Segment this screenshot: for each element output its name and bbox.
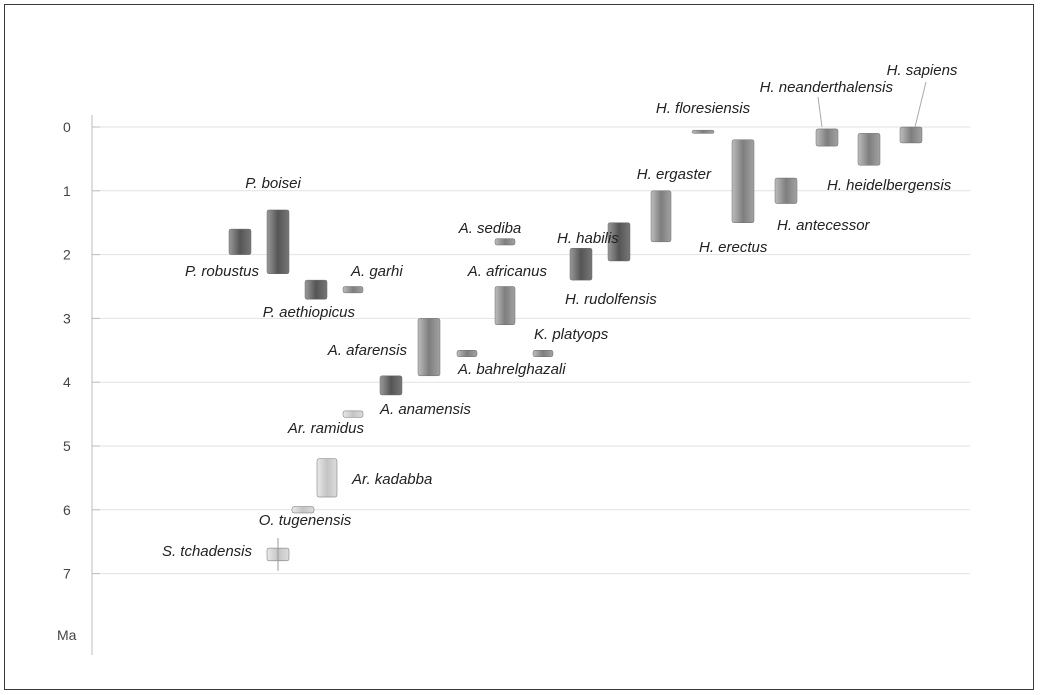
taxon-label-h-antecessor: H. antecessor [777, 217, 871, 234]
taxon-label-a-bahrelghazali: A. bahrelghazali [457, 361, 566, 378]
taxon-label-h-ergaster: H. ergaster [637, 166, 712, 183]
y-axis-unit-label: Ma [57, 627, 77, 643]
taxon-label-p-aethiopicus: P. aethiopicus [263, 304, 356, 321]
range-bar-h-erectus [731, 139, 755, 223]
chart-frame [4, 4, 1034, 690]
y-tick-label-0: 0 [63, 119, 71, 135]
taxon-label-a-garhi: A. garhi [350, 263, 403, 280]
taxon-label-h-rudolfensis: H. rudolfensis [565, 291, 657, 308]
range-bar-a-bahrelghazali [456, 350, 478, 357]
taxon-label-h-floresiensis: H. floresiensis [656, 100, 751, 117]
taxon-label-h-erectus: H. erectus [699, 239, 768, 256]
range-bar-p-boisei [266, 209, 290, 274]
taxon-label-ar-kadabba: Ar. kadabba [351, 471, 432, 488]
y-tick-label-1: 1 [63, 183, 71, 199]
taxon-label-p-boisei: P. boisei [245, 175, 301, 192]
taxon-label-ar-ramidus: Ar. ramidus [287, 420, 365, 437]
y-tick-label-4: 4 [63, 374, 71, 390]
range-bar-a-anamensis [379, 375, 403, 396]
range-bar-p-aethiopicus [304, 279, 328, 300]
range-bar-a-sediba [494, 238, 516, 246]
taxon-label-a-afarensis: A. afarensis [327, 342, 408, 359]
taxon-label-a-africanus: A. africanus [467, 263, 548, 280]
taxon-label-h-sapiens: H. sapiens [887, 62, 958, 79]
range-bar-a-afarensis [417, 318, 441, 377]
range-bar-h-neanderthalensis [815, 128, 839, 147]
range-bar-h-rudolfensis [569, 247, 593, 281]
taxon-label-h-habilis: H. habilis [557, 230, 619, 247]
range-bar-k-platyops [532, 350, 554, 357]
range-bar-ar-kadabba [316, 458, 338, 498]
range-bar-a-garhi [342, 286, 364, 294]
range-bar-h-ergaster [650, 190, 672, 243]
leader-line-h-neanderthalensis [817, 96, 823, 128]
range-bar-o-tugenensis [291, 506, 315, 514]
range-bar-h-habilis [607, 222, 631, 262]
range-bar-h-sapiens [899, 126, 923, 144]
taxon-label-a-sediba: A. sediba [458, 220, 522, 237]
taxon-label-s-tchadensis: S. tchadensis [162, 543, 253, 560]
range-bar-ar-ramidus [342, 410, 364, 418]
y-tick-label-3: 3 [63, 310, 71, 326]
range-bar-p-robustus [228, 228, 252, 255]
taxon-label-p-robustus: P. robustus [185, 263, 259, 280]
range-bar-h-heidelbergensis [857, 133, 881, 166]
y-tick-label-6: 6 [63, 502, 71, 518]
y-tick-label-2: 2 [63, 247, 71, 263]
taxon-label-h-heidelbergensis: H. heidelbergensis [827, 177, 952, 194]
taxon-label-h-neanderthalensis: H. neanderthalensis [760, 79, 894, 96]
taxon-label-o-tugenensis: O. tugenensis [259, 512, 352, 529]
taxon-label-k-platyops: K. platyops [534, 326, 609, 343]
leader-line-h-sapiens [914, 81, 927, 128]
y-tick-label-5: 5 [63, 438, 71, 454]
taxon-label-a-anamensis: A. anamensis [379, 401, 471, 418]
range-bar-a-africanus [494, 286, 516, 326]
range-bar-h-floresiensis [691, 129, 715, 134]
range-bar-h-antecessor [774, 177, 798, 204]
y-tick-label-7: 7 [63, 566, 71, 582]
